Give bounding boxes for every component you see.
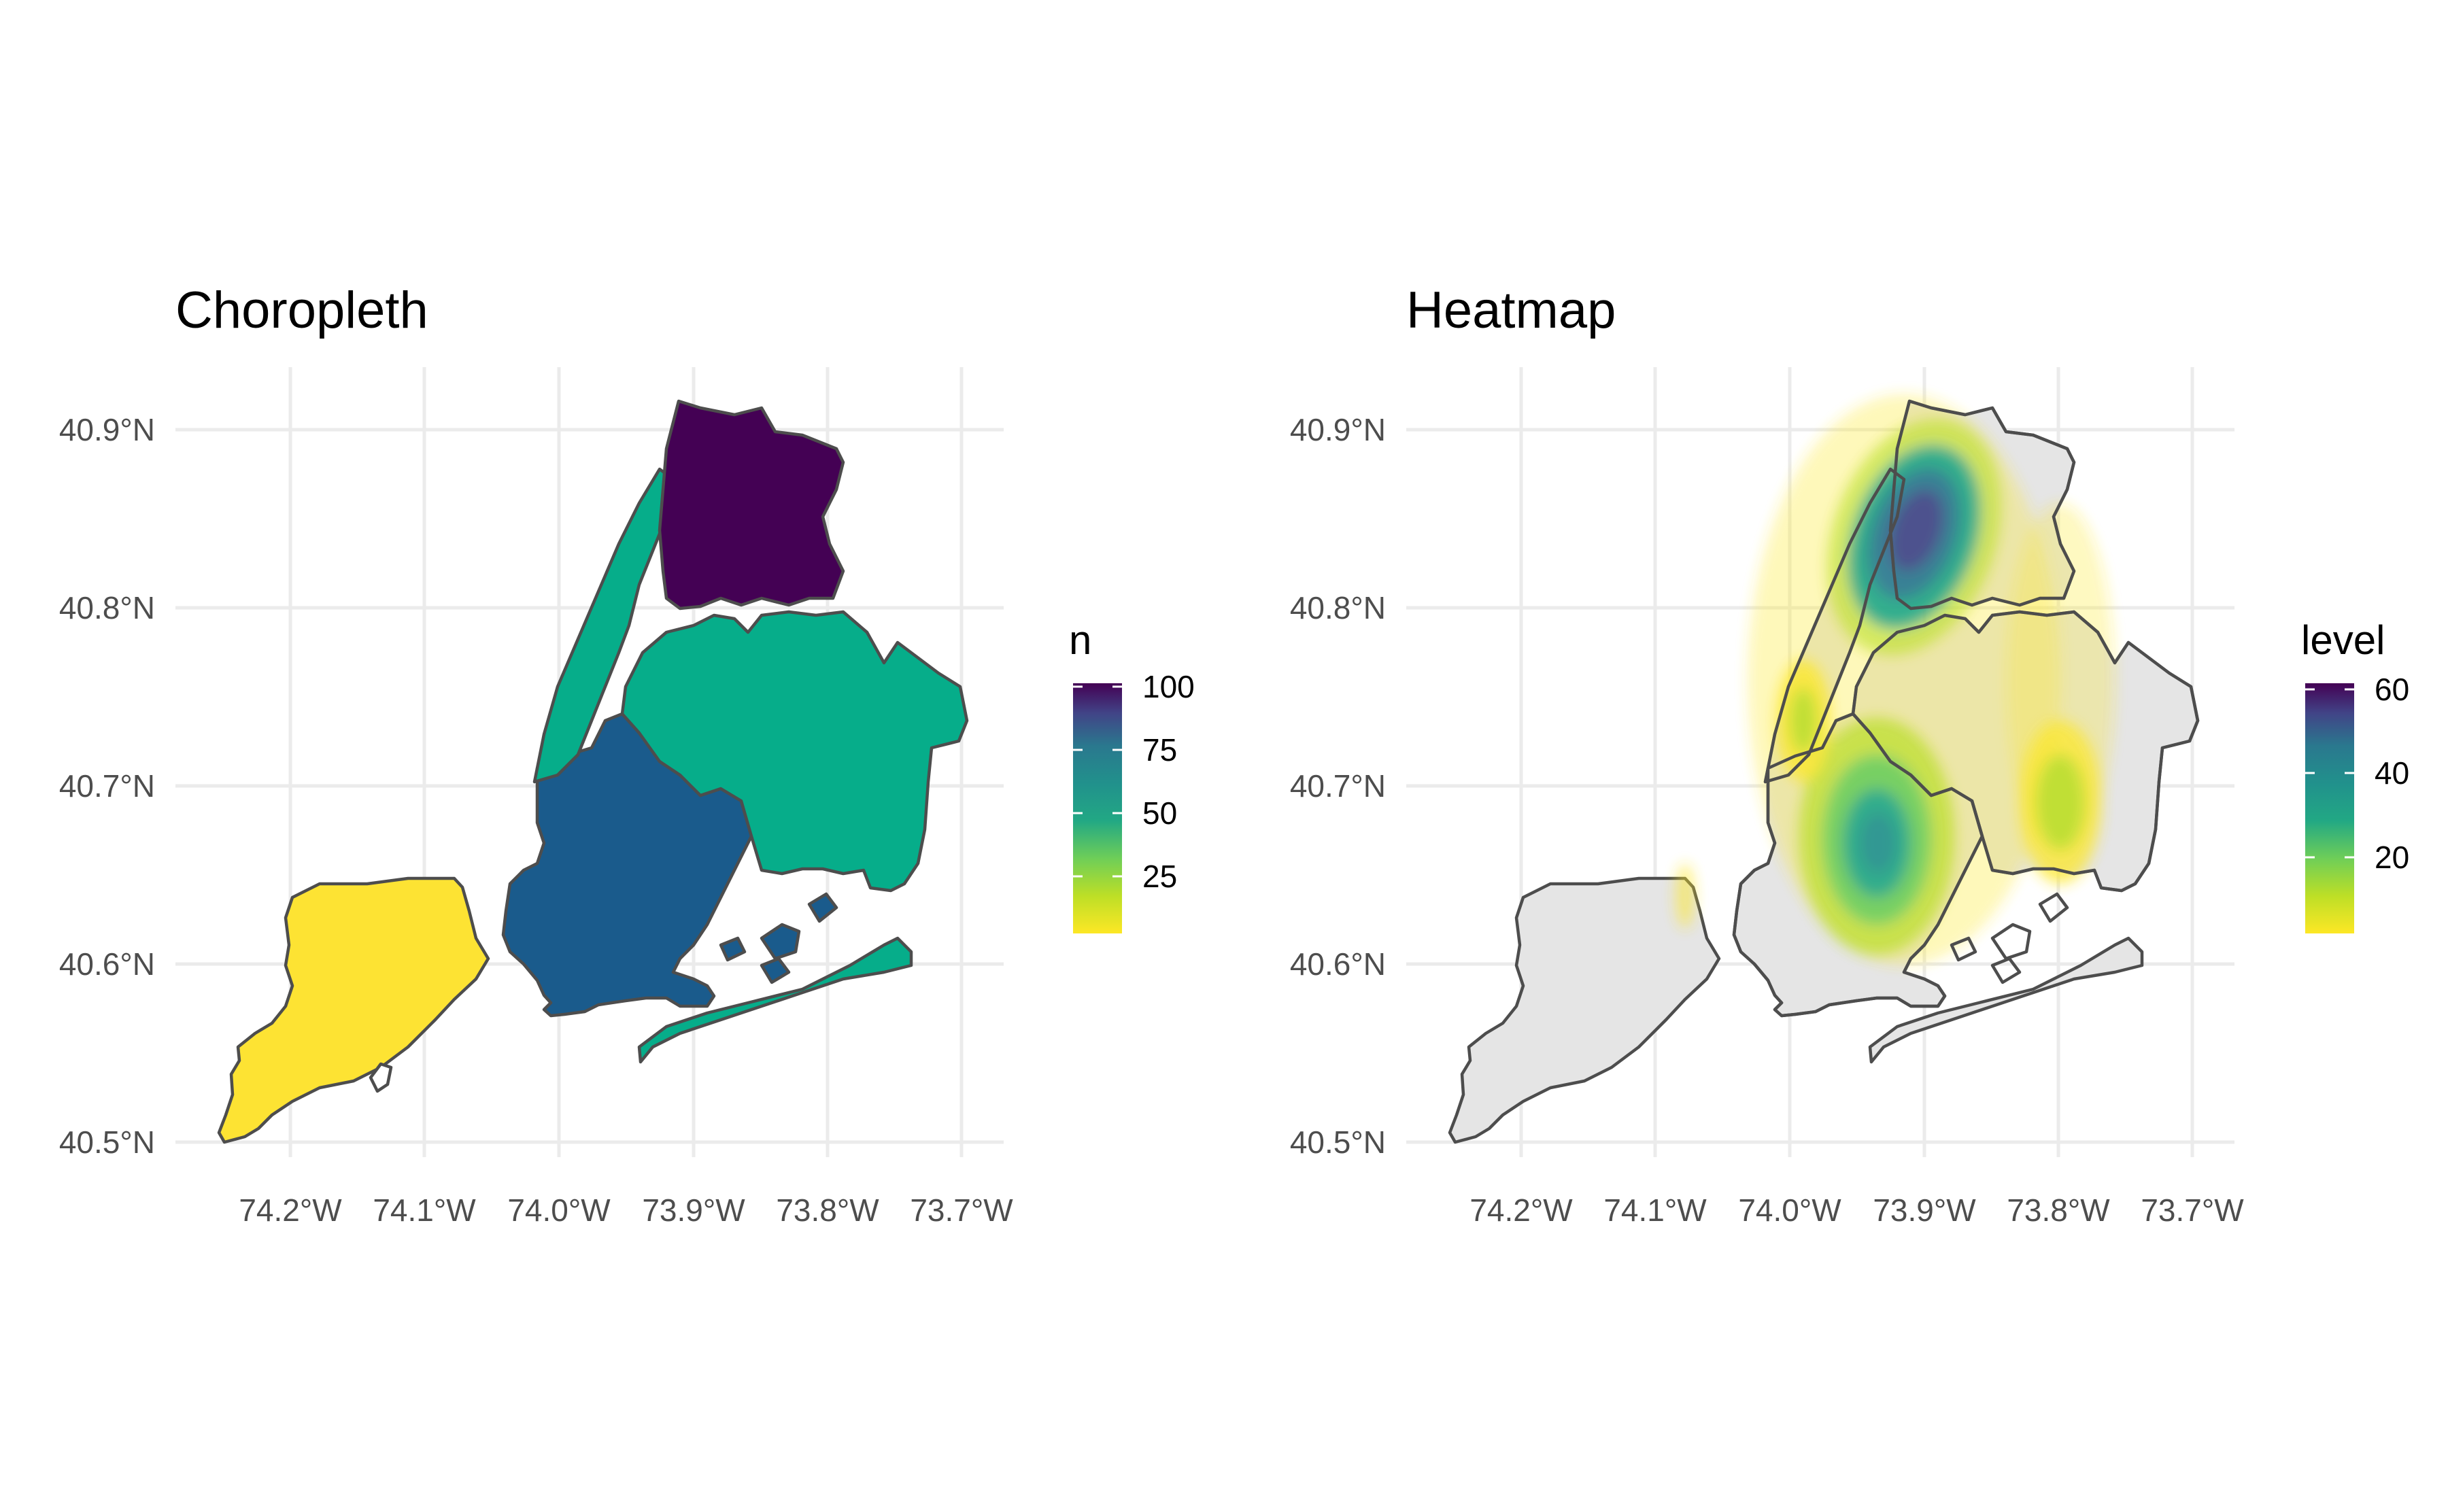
y-tick-label: 40.6°N <box>59 946 155 982</box>
choropleth-y-ticks: 40.5°N 40.6°N 40.7°N 40.8°N 40.9°N <box>59 412 155 1160</box>
y-tick-label: 40.9°N <box>1290 412 1386 447</box>
region-staten-island-inlet <box>369 1062 393 1093</box>
legend-label: 40 <box>2375 755 2409 791</box>
region-jamaica-bay-islands <box>719 892 838 984</box>
x-tick-label: 74.0°W <box>1738 1192 1841 1228</box>
legend-colorbar <box>2305 683 2354 933</box>
choropleth-title: Choropleth <box>175 281 428 339</box>
legend-title: n <box>1069 617 1091 663</box>
legend-label: 60 <box>2375 672 2409 707</box>
y-tick-label: 40.7°N <box>59 768 155 804</box>
outline-manhattan <box>1763 467 1906 784</box>
x-tick-label: 74.0°W <box>507 1192 611 1228</box>
x-tick-label: 74.1°W <box>1603 1192 1707 1228</box>
choropleth-regions <box>217 399 969 1144</box>
y-tick-label: 40.6°N <box>1290 946 1386 982</box>
x-tick-label: 74.2°W <box>1469 1192 1573 1228</box>
legend-colorbar <box>1073 683 1122 933</box>
base-rockaway <box>1868 936 2144 1064</box>
legend-tick-marks <box>2305 688 2354 859</box>
x-tick-label: 73.8°W <box>776 1192 879 1228</box>
heatmap-title: Heatmap <box>1406 281 1616 339</box>
x-tick-label: 73.9°W <box>642 1192 745 1228</box>
density-peak-west <box>1790 688 1817 753</box>
outline-bronx <box>1888 399 2076 611</box>
heatmap-y-ticks: 40.5°N 40.6°N 40.7°N 40.8°N 40.9°N <box>1290 412 1386 1160</box>
y-tick-label: 40.5°N <box>1290 1124 1386 1160</box>
legend-label: 75 <box>1142 732 1177 768</box>
x-tick-label: 73.7°W <box>910 1192 1013 1228</box>
density-peak-north <box>1889 489 1943 571</box>
legend-label: 25 <box>1142 859 1177 894</box>
y-tick-label: 40.9°N <box>59 412 155 447</box>
legend-tick-marks <box>1073 685 1122 878</box>
legend-label: 20 <box>2375 840 2409 875</box>
heatmap-legend: level 60 40 20 <box>2301 617 2409 933</box>
heatmap-outlines <box>1732 399 2200 1018</box>
choropleth-legend: n 100 75 50 25 <box>1069 617 1195 933</box>
legend-label: 100 <box>1142 669 1195 704</box>
x-tick-label: 74.2°W <box>239 1192 342 1228</box>
y-tick-label: 40.8°N <box>1290 590 1386 625</box>
density-spot-west <box>1676 863 1695 929</box>
heatmap-x-ticks: 74.2°W 74.1°W 74.0°W 73.9°W 73.8°W 73.7°… <box>1469 1192 2244 1228</box>
heatmap-density <box>1676 394 2115 965</box>
y-tick-label: 40.5°N <box>59 1124 155 1160</box>
x-tick-label: 73.8°W <box>2007 1192 2110 1228</box>
region-queens <box>620 610 969 893</box>
x-tick-label: 73.7°W <box>2141 1192 2244 1228</box>
region-staten-island <box>217 876 490 1144</box>
y-tick-label: 40.8°N <box>59 590 155 625</box>
legend-label: 50 <box>1142 795 1177 831</box>
outline-queens <box>1851 610 2200 893</box>
y-tick-label: 40.7°N <box>1290 768 1386 804</box>
region-bronx <box>658 399 845 611</box>
density-peak-east <box>2036 755 2085 850</box>
x-tick-label: 73.9°W <box>1873 1192 1976 1228</box>
base-staten-island <box>1448 876 1721 1144</box>
outline-jamaica-bay-islands <box>1950 892 2069 984</box>
choropleth-x-ticks: 74.2°W 74.1°W 74.0°W 73.9°W 73.8°W 73.7°… <box>239 1192 1013 1228</box>
density-peak-central <box>1860 813 1896 873</box>
heatmap-panel: Heatmap <box>1290 281 2409 1228</box>
x-tick-label: 74.1°W <box>373 1192 476 1228</box>
legend-title: level <box>2301 617 2385 663</box>
choropleth-panel: Choropleth <box>59 281 1195 1228</box>
region-rockaway <box>637 936 913 1064</box>
